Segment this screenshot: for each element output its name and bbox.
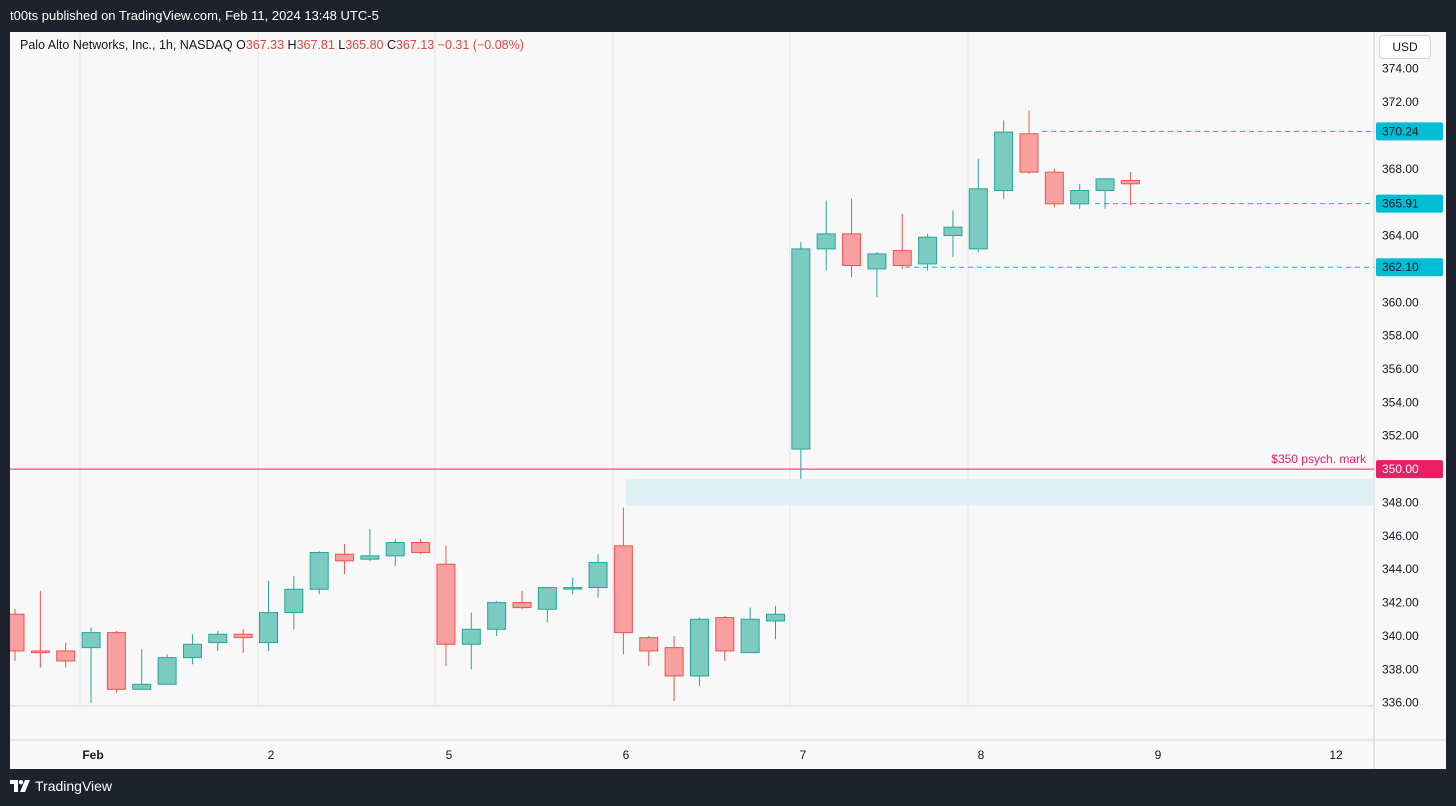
publish-text: t00ts published on TradingView.com, Feb … xyxy=(10,8,379,23)
level-badge xyxy=(1376,194,1443,213)
candle-down xyxy=(10,613,25,652)
price-chart[interactable]: $350 psych. mark 336.00 338.00 340.00 342.00… xyxy=(10,32,1446,769)
price-tick-label: 342.00 xyxy=(1382,596,1419,610)
level-badge xyxy=(1376,258,1443,277)
candle-down xyxy=(106,632,126,690)
candle-up xyxy=(284,588,304,614)
time-tick-label: Feb xyxy=(82,748,103,762)
candle-up xyxy=(689,618,709,677)
candle-down xyxy=(1120,179,1140,185)
price-tick-label: 368.00 xyxy=(1382,162,1419,176)
candle-up xyxy=(487,602,507,630)
level-badge-label: 365.91 xyxy=(1382,197,1419,211)
price-tick-label: 354.00 xyxy=(1382,395,1419,409)
candle-up xyxy=(994,131,1014,191)
time-tick-label: 6 xyxy=(623,748,630,762)
candle-up xyxy=(766,613,785,622)
price-tick-label: 356.00 xyxy=(1382,362,1419,376)
tradingview-brand[interactable]: TradingView xyxy=(10,778,112,794)
level-badge xyxy=(1376,122,1443,141)
candle-up xyxy=(918,236,938,265)
candle-up xyxy=(208,633,228,644)
price-tick-label: 372.00 xyxy=(1382,95,1419,109)
candle-down xyxy=(56,650,76,662)
candle-down xyxy=(639,637,659,652)
high-label: H xyxy=(287,38,297,52)
symbol-legend: Palo Alto Networks, Inc., 1h, NASDAQ O36… xyxy=(20,38,524,52)
price-tick-label: 344.00 xyxy=(1382,562,1419,576)
price-tick-label: 336.00 xyxy=(1382,696,1419,710)
change-value: −0.31 (−0.08%) xyxy=(437,38,524,52)
currency-button[interactable]: USD xyxy=(1379,35,1431,59)
time-tick-label: 12 xyxy=(1329,748,1343,762)
price-tick-label: 340.00 xyxy=(1382,629,1419,643)
candle-up xyxy=(182,643,202,659)
time-tick-label: 2 xyxy=(268,748,275,762)
candle-down xyxy=(411,542,431,554)
candle-up xyxy=(816,233,836,250)
psych-badge xyxy=(1376,460,1443,479)
candle-down xyxy=(30,650,50,654)
candle-up xyxy=(588,562,608,589)
candle-down xyxy=(436,563,456,645)
demand-zone xyxy=(626,479,1374,506)
close-label: C xyxy=(386,38,396,52)
footer: TradingView xyxy=(0,769,1456,806)
candle-down xyxy=(512,602,532,609)
candle-up xyxy=(867,253,887,270)
candle-up xyxy=(1095,178,1115,191)
candle-down xyxy=(1044,171,1064,205)
candle-down xyxy=(892,250,912,267)
candle-up xyxy=(791,248,811,450)
time-tick-label: 9 xyxy=(1155,748,1162,762)
candle-up xyxy=(259,612,278,644)
low-value: 365.80 xyxy=(345,38,384,52)
price-tick-label: 360.00 xyxy=(1382,295,1419,309)
candle-down xyxy=(1019,133,1039,173)
candle-down xyxy=(664,647,684,677)
close-value: 367.13 xyxy=(395,38,435,52)
high-value: 367.81 xyxy=(296,38,335,52)
candle-up xyxy=(157,657,177,685)
candle-up xyxy=(740,618,760,654)
low-label: L xyxy=(338,38,346,52)
time-tick-label: 8 xyxy=(978,748,985,762)
candle-up xyxy=(943,226,963,237)
brand-name: TradingView xyxy=(35,778,113,794)
candle-down xyxy=(613,545,633,634)
candle-down xyxy=(233,633,253,639)
level-badge-label: 362.10 xyxy=(1382,260,1419,274)
candle-up xyxy=(968,188,988,250)
candle-up xyxy=(385,542,405,557)
candle-down xyxy=(335,553,355,562)
open-label: O xyxy=(236,38,246,52)
price-tick-label: 338.00 xyxy=(1382,662,1419,676)
psych-line-note: $350 psych. mark xyxy=(1271,452,1367,466)
candle-down xyxy=(842,233,862,267)
price-tick-label: 348.00 xyxy=(1382,495,1419,509)
price-tick-label: 346.00 xyxy=(1382,529,1419,543)
time-tick-label: 5 xyxy=(446,748,453,762)
time-tick-label: 7 xyxy=(800,748,807,762)
candle-up xyxy=(563,587,583,590)
candle-up xyxy=(360,555,380,560)
price-tick-label: 358.00 xyxy=(1382,329,1419,343)
tradingview-logo-icon xyxy=(10,780,30,792)
candle-up xyxy=(537,587,557,610)
price-tick-label: 364.00 xyxy=(1382,229,1419,243)
candle-up xyxy=(1070,189,1090,205)
price-tick-label: 352.00 xyxy=(1382,429,1419,443)
candle-up xyxy=(461,628,481,645)
open-value: 367.33 xyxy=(245,38,285,52)
candle-up xyxy=(81,632,101,649)
publish-bar: t00ts published on TradingView.com, Feb … xyxy=(0,0,1456,32)
candle-down xyxy=(715,617,735,652)
candle-up xyxy=(132,683,152,690)
price-tick-label: 374.00 xyxy=(1382,62,1419,76)
chart-frame[interactable]: $350 psych. mark 336.00 338.00 340.00 342.00… xyxy=(10,32,1446,769)
psych-badge-label: 350.00 xyxy=(1382,462,1419,476)
symbol-name[interactable]: Palo Alto Networks, Inc., 1h, NASDAQ xyxy=(20,38,233,52)
candle-up xyxy=(309,552,329,590)
level-badge-label: 370.24 xyxy=(1382,124,1419,138)
